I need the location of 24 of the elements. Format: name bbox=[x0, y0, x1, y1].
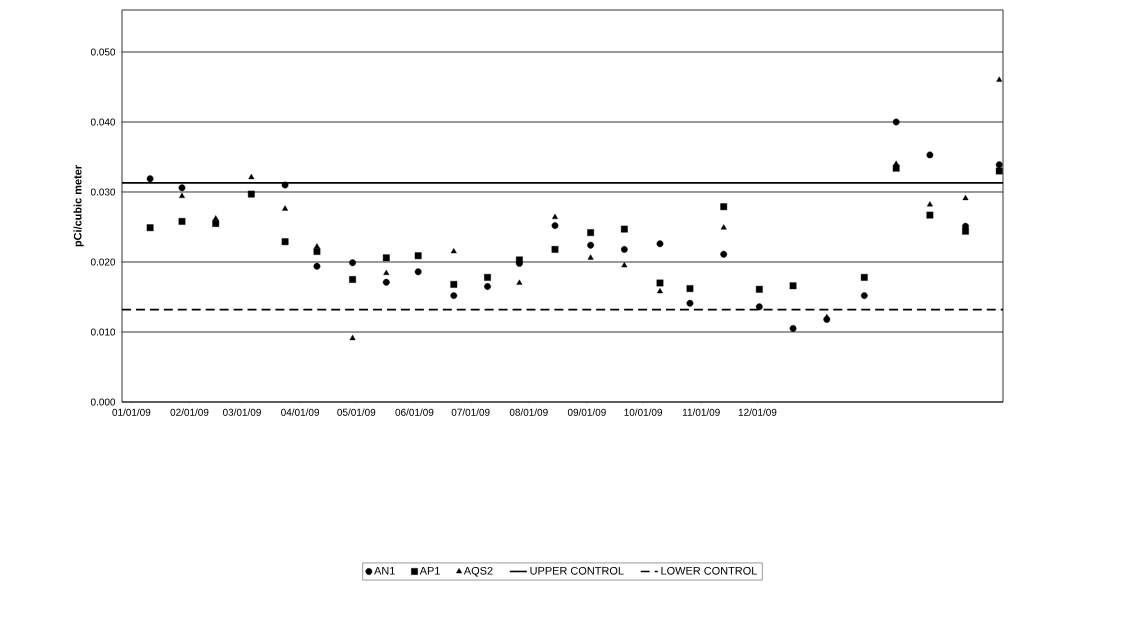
y-tick-label: 0.020 bbox=[90, 258, 116, 266]
y-tick-label: 0.000 bbox=[90, 398, 116, 406]
y-tick-label: 0.050 bbox=[90, 48, 116, 56]
x-tick-label: 02/01/09 bbox=[170, 408, 209, 416]
x-tick-label: 06/01/09 bbox=[395, 408, 434, 416]
legend-label: AP1 bbox=[419, 566, 440, 575]
x-tick-label: 01/01/09 bbox=[112, 408, 151, 416]
x-tick-label: 10/01/09 bbox=[624, 408, 663, 416]
x-tick-label: 12/01/09 bbox=[738, 408, 777, 416]
y-axis-title: pCi/cubic meter bbox=[73, 165, 84, 247]
y-tick-label: 0.010 bbox=[90, 328, 116, 336]
y-tick-label: 0.040 bbox=[90, 118, 116, 126]
legend-label: LOWER CONTROL bbox=[661, 566, 757, 575]
legend-label: AN1 bbox=[374, 566, 395, 575]
x-tick-label: 09/01/09 bbox=[567, 408, 606, 416]
x-tick-label: 11/01/09 bbox=[682, 408, 720, 416]
x-tick-label: 03/01/09 bbox=[222, 408, 261, 416]
x-tick-label: 04/01/09 bbox=[281, 408, 319, 416]
x-tick-label: 08/01/09 bbox=[509, 408, 548, 416]
legend-label: AQS2 bbox=[463, 566, 493, 577]
x-tick-label: 07/01/09 bbox=[451, 408, 490, 416]
x-tick-label: 05/01/09 bbox=[337, 408, 376, 416]
y-tick-label: 0.030 bbox=[90, 188, 116, 196]
legend-label: UPPER CONTROL bbox=[530, 566, 624, 575]
